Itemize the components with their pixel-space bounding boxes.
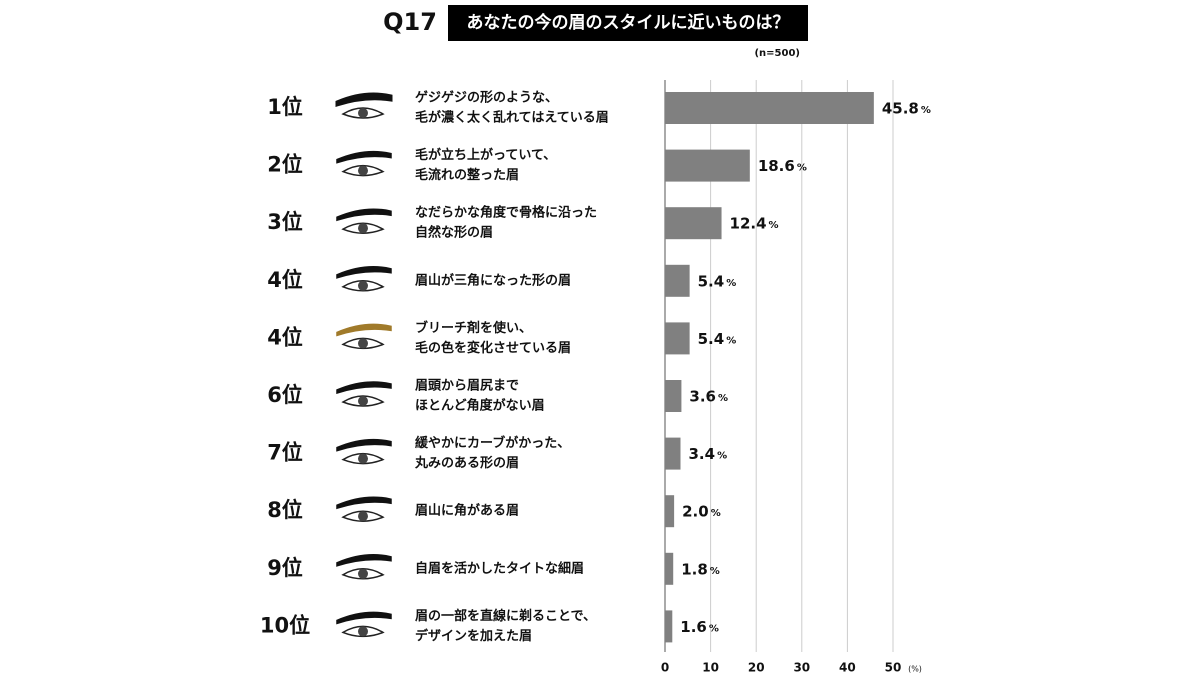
rank-label: 3位 xyxy=(267,210,303,234)
eyebrow-icon xyxy=(336,323,392,337)
eyebrow-icon xyxy=(336,554,392,567)
eye-pupil xyxy=(358,626,368,637)
value-unit: % xyxy=(921,105,931,116)
category-label: ゲジゲジの形のような、 xyxy=(415,90,558,106)
value-label: 1.6 xyxy=(680,618,707,636)
value-unit: % xyxy=(726,335,736,346)
x-unit: (%) xyxy=(908,665,922,674)
rank-label: 9位 xyxy=(267,556,303,580)
value-label: 45.8 xyxy=(882,100,919,118)
category-label: 自眉を活かしたタイトな細眉 xyxy=(415,560,584,576)
bar xyxy=(665,322,690,355)
eyebrow-icon xyxy=(336,381,392,395)
eyebrow-icon xyxy=(336,438,392,452)
category-label: 眉山が三角になった形の眉 xyxy=(415,272,571,288)
value-unit: % xyxy=(711,508,721,519)
rank-label: 4位 xyxy=(267,325,303,349)
value-unit: % xyxy=(709,623,719,634)
category-label: 眉頭から眉尻まで xyxy=(415,379,519,394)
eye-pupil xyxy=(358,108,368,118)
value-unit: % xyxy=(717,451,727,462)
x-tick-label: 30 xyxy=(793,661,810,675)
rank-label: 7位 xyxy=(267,441,303,465)
category-label: なだらかな角度で骨格に沿った xyxy=(415,205,597,221)
x-tick-label: 10 xyxy=(702,661,719,675)
eyebrow-icon xyxy=(335,92,393,108)
bar xyxy=(665,495,675,528)
title-box xyxy=(448,5,808,41)
bar xyxy=(665,207,722,240)
rank-label: 1位 xyxy=(267,95,303,119)
category-label: ブリーチ剤を使い、 xyxy=(415,320,532,336)
rank-label: 8位 xyxy=(267,498,303,522)
category-label: デザインを加えた眉 xyxy=(415,628,532,644)
rank-label: 6位 xyxy=(267,383,303,407)
rank-label: 10位 xyxy=(260,613,310,637)
eye-pupil xyxy=(358,223,368,234)
x-tick-label: 0 xyxy=(661,661,669,675)
value-label: 1.8 xyxy=(681,560,708,578)
eye-pupil xyxy=(358,568,368,579)
value-label: 5.4 xyxy=(698,330,725,348)
value-label: 3.6 xyxy=(689,388,716,406)
category-label: 毛の色を変化させている眉 xyxy=(415,340,571,356)
x-tick-label: 20 xyxy=(748,661,765,675)
category-label: 丸みのある形の眉 xyxy=(414,455,519,471)
sample-note: (n=500) xyxy=(754,48,800,59)
eye-pupil xyxy=(358,396,368,406)
category-label: 毛流れの整った眉 xyxy=(415,167,519,183)
eyebrow-icon xyxy=(336,266,392,279)
eyebrow-icon xyxy=(336,496,392,510)
bar xyxy=(665,437,681,470)
rank-label: 2位 xyxy=(267,153,303,177)
bar xyxy=(665,264,690,297)
x-tick-label: 40 xyxy=(839,661,856,675)
value-label: 3.4 xyxy=(689,445,716,463)
eye-pupil xyxy=(358,280,368,291)
value-unit: % xyxy=(769,220,779,231)
question-number: Q17 xyxy=(383,8,437,36)
bar xyxy=(665,149,750,182)
category-label: 毛が立ち上がっていて、 xyxy=(415,147,556,163)
chart-title: あなたの今の眉のスタイルに近いものは？ xyxy=(467,12,790,33)
eyebrow-icon xyxy=(336,611,392,625)
value-label: 5.4 xyxy=(698,272,725,290)
value-label: 18.6 xyxy=(758,157,795,175)
category-label: 毛が濃く太く乱れてはえている眉 xyxy=(415,110,609,126)
bar xyxy=(665,380,682,412)
value-unit: % xyxy=(718,393,728,404)
x-tick-label: 50 xyxy=(885,661,902,675)
bar xyxy=(665,610,673,643)
eye-pupil xyxy=(358,338,368,349)
value-unit: % xyxy=(797,163,807,174)
value-unit: % xyxy=(726,278,736,289)
eye-pupil xyxy=(358,511,368,522)
rank-label: 4位 xyxy=(267,268,303,292)
value-label: 12.4 xyxy=(730,215,767,233)
value-label: 2.0 xyxy=(682,503,709,521)
category-label: 眉山に角がある眉 xyxy=(415,503,519,519)
eyebrow-icon xyxy=(336,150,392,164)
category-label: 眉の一部を直線に剃ることで、 xyxy=(415,608,596,624)
eyebrow-icon xyxy=(336,208,392,222)
value-unit: % xyxy=(710,566,720,577)
bar xyxy=(665,92,874,124)
category-label: ほとんど角度がない眉 xyxy=(415,398,545,414)
eye-pupil xyxy=(358,165,368,176)
bar xyxy=(665,552,674,585)
category-label: 自然な形の眉 xyxy=(415,225,493,241)
category-label: 緩やかにカーブがかった、 xyxy=(415,435,570,451)
eye-pupil xyxy=(358,453,368,464)
